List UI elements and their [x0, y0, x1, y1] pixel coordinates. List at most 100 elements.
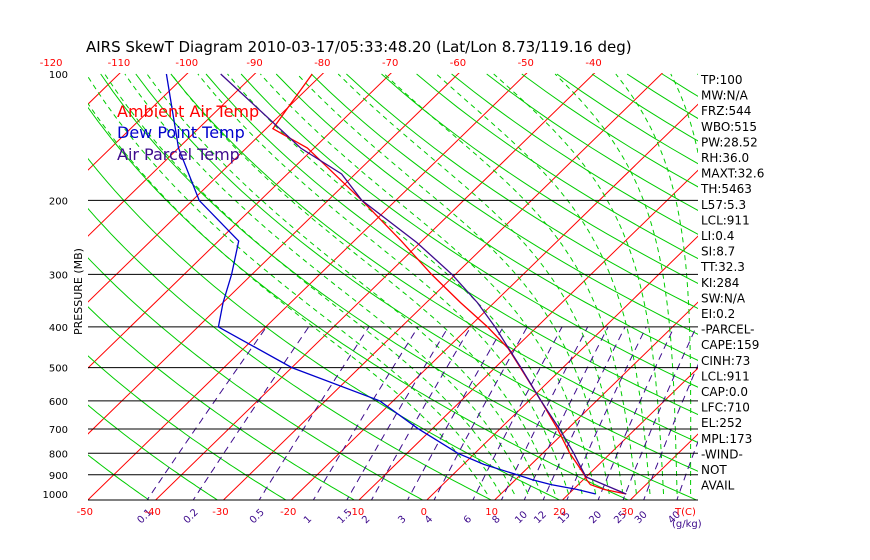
mixing-ratio-line	[472, 326, 563, 500]
isotherm-line	[88, 73, 460, 435]
dry-adiabat-line	[521, 73, 698, 188]
index-label: WBO:515	[701, 120, 757, 134]
isotherm-line	[426, 235, 698, 500]
index-label: RH:36.0	[701, 151, 749, 165]
mixing-ratio-tick-label: 6	[462, 514, 474, 526]
dry-adiabat-line	[205, 73, 698, 416]
index-label: CAP:0.0	[701, 385, 748, 399]
mixing-ratio-line	[597, 326, 675, 500]
isotherm-line	[493, 301, 698, 500]
mixing-ratio-line	[433, 326, 528, 500]
legend-ambient-air-temp: Ambient Air Temp	[117, 102, 259, 121]
moist-adiabat-line	[104, 73, 515, 495]
moist-adiabat-line	[296, 73, 610, 495]
pressure-tick-label: 700	[49, 425, 68, 436]
index-label: -PARCEL-	[701, 323, 755, 337]
moist-adiabat-line	[170, 73, 556, 495]
moist-adiabat-line	[146, 73, 542, 495]
dry-adiabat-line	[803, 74, 870, 503]
bottom-temp-tick-label: -40	[144, 507, 160, 518]
bottom-temp-tick-label: 30	[621, 507, 634, 518]
top-temp-tick-label: -70	[382, 58, 398, 69]
index-label: AVAIL	[701, 479, 735, 493]
mixing-ratio-tick-label: 1	[302, 514, 314, 526]
mixing-ratio-tick-label: 0.5	[248, 507, 267, 526]
moist-adiabat-line	[615, 73, 692, 494]
isotherm-line	[358, 169, 698, 500]
dry-adiabat-line	[170, 73, 698, 444]
dry-adiabat-line	[240, 73, 698, 388]
index-label: SW:N/A	[701, 291, 746, 305]
dry-adiabat-line	[88, 207, 493, 500]
index-label: MW:N/A	[701, 89, 749, 103]
temp-unit-label: T(C)	[674, 507, 696, 518]
moist-adiabat-line	[337, 73, 624, 495]
index-label: SI:8.7	[701, 245, 735, 259]
dry-adiabat-line	[88, 106, 630, 500]
mixing-ratio-line	[523, 326, 609, 500]
top-temp-tick-label: -60	[450, 58, 466, 69]
top-temp-tick-label: -50	[518, 58, 534, 69]
dry-adiabat-line	[416, 73, 698, 260]
pressure-tick-label: 500	[49, 364, 68, 375]
moist-adiabat-line	[88, 102, 488, 495]
legend-dew-point-temp: Dew Point Temp	[117, 123, 245, 142]
index-label: MPL:173	[701, 432, 752, 446]
dry-adiabat-line	[88, 257, 424, 500]
isotherm-line	[561, 367, 698, 500]
legend: Ambient Air Temp Dew Point Temp Air Parc…	[117, 102, 259, 164]
index-label: EL:252	[701, 416, 742, 430]
bottom-temp-tick-label: 20	[553, 507, 566, 518]
y-axis-label: PRESSURE (MB)	[72, 248, 85, 335]
top-temp-tick-label: -120	[40, 58, 63, 69]
index-label: CAPE:159	[701, 338, 759, 352]
mixing-ratio-tick-label: 30	[633, 509, 650, 526]
bottom-temp-tick-label: -20	[280, 507, 296, 518]
index-label: -WIND-	[701, 447, 743, 461]
dry-adiabat-line	[346, 73, 698, 310]
bottom-temp-tick-label: 10	[485, 507, 498, 518]
isotherm-line	[761, 65, 870, 505]
index-label: TH:5463	[700, 182, 752, 196]
top-temp-tick-label: -80	[314, 58, 330, 69]
mixing-ratio-line	[192, 326, 310, 500]
isotherm-line	[88, 73, 189, 171]
mixing-ratio-tick-label: 3	[396, 514, 408, 526]
mixing-ratio-line	[346, 326, 449, 500]
index-label: KI:284	[701, 276, 739, 290]
moist-adiabat-line	[88, 75, 502, 495]
mixing-ratio-line	[542, 326, 626, 500]
index-label: TP:100	[700, 73, 743, 87]
mixing-ratio-line	[500, 326, 589, 500]
dry-adiabat-line	[768, 74, 870, 503]
mixing-ratio-line	[312, 326, 419, 500]
bottom-temp-tick-label: -30	[212, 507, 228, 518]
index-label: L57:5.3	[701, 198, 746, 212]
top-temp-tick-label: -90	[246, 58, 262, 69]
mixing-ratio-line	[643, 363, 698, 500]
index-label: LFC:710	[701, 401, 750, 415]
index-label: CINH:73	[701, 354, 750, 368]
index-label: TT:32.3	[700, 260, 745, 274]
pressure-tick-label: 600	[49, 397, 68, 408]
mixing-ratio-line	[258, 326, 370, 500]
bottom-temp-tick-label: 0	[421, 507, 427, 518]
moist-adiabat-line	[554, 73, 678, 494]
index-label: LI:0.4	[701, 229, 734, 243]
bottom-temp-tick-label: -50	[77, 507, 93, 518]
parcel-profile-line	[220, 73, 627, 495]
index-label: FRZ:544	[701, 104, 751, 118]
mixing-ratio-tick-label: 10	[513, 509, 530, 526]
index-label: LCL:911	[701, 213, 750, 227]
mixing-ratio-line	[406, 326, 504, 500]
bottom-temp-tick-label: -10	[348, 507, 364, 518]
dry-adiabat-line	[88, 355, 287, 500]
isobar-layer	[88, 199, 698, 501]
moist-adiabat-line	[227, 73, 583, 495]
chart-title: AIRS SkewT Diagram 2010-03-17/05:33:48.2…	[86, 38, 632, 56]
top-temp-tick-label: -110	[108, 58, 131, 69]
pressure-tick-label: 400	[49, 323, 68, 334]
dry-adiabat-line	[838, 74, 870, 503]
index-label: MAXT:32.6	[701, 167, 764, 181]
